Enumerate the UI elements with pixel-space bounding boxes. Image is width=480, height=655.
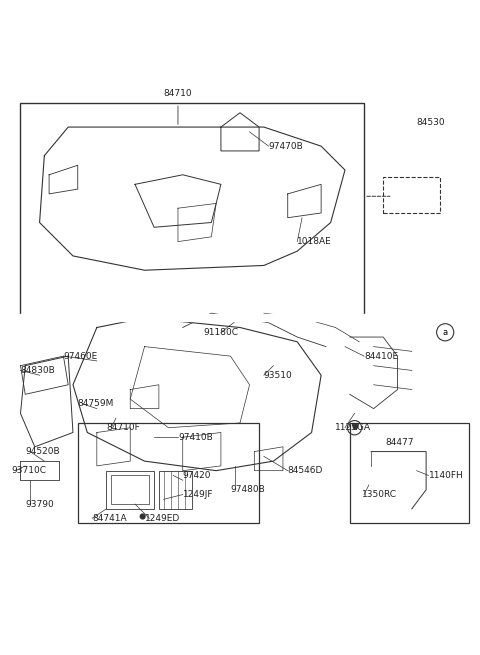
Text: 97470B: 97470B xyxy=(269,141,303,151)
Circle shape xyxy=(353,424,358,428)
Text: 84710F: 84710F xyxy=(107,423,140,432)
Text: 97410B: 97410B xyxy=(178,433,213,441)
Text: 91180C: 91180C xyxy=(204,328,239,337)
Text: 1249ED: 1249ED xyxy=(144,514,180,523)
Text: 97420: 97420 xyxy=(183,471,211,480)
Text: a: a xyxy=(352,423,357,432)
Bar xyxy=(21,103,364,318)
Text: 84830B: 84830B xyxy=(21,366,55,375)
Text: 1140FH: 1140FH xyxy=(429,471,463,480)
Bar xyxy=(107,471,154,509)
Text: 1125GA: 1125GA xyxy=(336,423,372,432)
Text: 97480B: 97480B xyxy=(230,485,265,495)
Bar xyxy=(111,476,149,504)
Text: 93710C: 93710C xyxy=(11,466,46,475)
Bar xyxy=(159,471,192,509)
Text: 1350RC: 1350RC xyxy=(362,490,396,499)
Text: 84741A: 84741A xyxy=(92,514,127,523)
Text: 1018AE: 1018AE xyxy=(297,237,332,246)
Text: 97460E: 97460E xyxy=(63,352,97,361)
Text: 94520B: 94520B xyxy=(25,447,60,456)
Text: 84546D: 84546D xyxy=(288,466,323,475)
Text: 1249JF: 1249JF xyxy=(183,490,213,499)
Text: 84477: 84477 xyxy=(385,438,414,447)
Text: a: a xyxy=(443,328,448,337)
Text: 93510: 93510 xyxy=(264,371,293,380)
Text: 93790: 93790 xyxy=(25,500,54,508)
Text: 84710: 84710 xyxy=(164,89,192,98)
Bar xyxy=(350,423,469,523)
Text: 84410E: 84410E xyxy=(364,352,398,361)
Text: 84759M: 84759M xyxy=(78,400,114,408)
Bar xyxy=(383,177,441,213)
Bar xyxy=(78,423,259,523)
Circle shape xyxy=(140,514,145,519)
Text: 84530: 84530 xyxy=(417,118,445,127)
